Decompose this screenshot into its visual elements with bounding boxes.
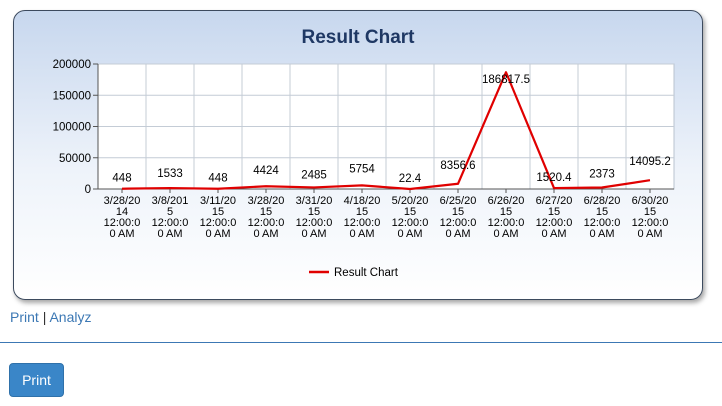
chart-title: Result Chart [302, 27, 416, 48]
x-tick-label: 6/25/20 15 12:00:0 0 AM [440, 195, 477, 240]
print-button[interactable]: Print [9, 363, 64, 397]
data-label: 14095.2 [629, 156, 671, 168]
data-label: 2485 [301, 169, 327, 181]
y-tick-label: 200000 [53, 59, 91, 71]
x-tick-label: 6/28/20 15 12:00:0 0 AM [584, 195, 621, 240]
section-divider [0, 342, 722, 343]
data-label: 448 [208, 173, 227, 185]
print-link[interactable]: Print [10, 309, 39, 325]
y-tick-label: 50000 [59, 153, 91, 165]
x-tick-label: 3/8/201 5 12:00:0 0 AM [152, 195, 189, 240]
series-line [121, 71, 651, 191]
y-tick-label: 150000 [53, 90, 91, 102]
x-tick-label: 4/18/20 15 12:00:0 0 AM [344, 195, 381, 240]
legend-label: Result Chart [334, 267, 399, 279]
x-tick-label: 3/31/20 15 12:00:0 0 AM [296, 195, 333, 240]
data-label: 448 [112, 173, 131, 185]
data-label: 4424 [253, 165, 279, 177]
x-tick-label: 3/11/20 15 12:00:0 0 AM [200, 195, 237, 240]
x-tick-label: 3/28/20 14 12:00:0 0 AM [104, 195, 141, 240]
x-tick-label: 3/28/20 15 12:00:0 0 AM [248, 195, 285, 240]
data-label: 186817.5 [482, 74, 530, 86]
data-label: 2373 [589, 169, 615, 181]
result-chart: Result Chart 0 50000 100000 150000 200000 3/… [53, 27, 675, 279]
y-tick-label: 100000 [53, 122, 91, 134]
x-tick-label: 6/27/20 15 12:00:0 0 AM [536, 195, 573, 240]
link-separator: | [42, 309, 47, 325]
data-label: 22.4 [399, 173, 422, 185]
result-chart-panel: Result Chart 0 50000 100000 150000 200000 3/… [13, 10, 703, 300]
data-label: 5754 [349, 163, 375, 175]
action-links: Print | Analyz [10, 309, 91, 325]
x-tick-label: 6/30/20 15 12:00:0 0 AM [632, 195, 669, 240]
data-label: 8356.6 [440, 160, 475, 172]
x-tick-label: 6/26/20 15 12:00:0 0 AM [488, 195, 525, 240]
analyze-link[interactable]: Analyz [49, 309, 92, 325]
y-tick-label: 0 [85, 184, 91, 196]
data-label: 1520.4 [536, 172, 572, 184]
data-label: 1533 [157, 168, 183, 180]
x-tick-label: 5/20/20 15 12:00:0 0 AM [392, 195, 429, 240]
